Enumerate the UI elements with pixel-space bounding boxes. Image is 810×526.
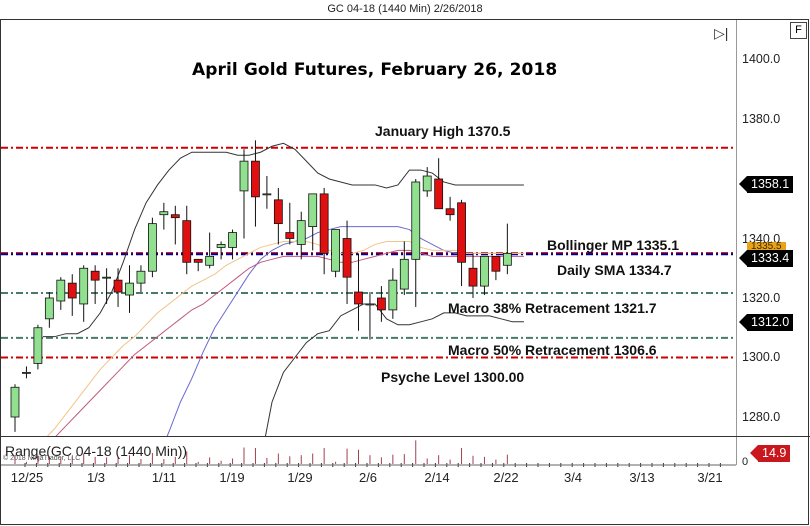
y-tick-1400: 1400.0: [742, 52, 781, 66]
candle-body: [33, 327, 43, 364]
annotation-daily-sma: Daily SMA 1334.7: [557, 262, 672, 278]
range-value-tag: 14.9: [749, 445, 791, 462]
chart-frame: [0, 19, 809, 525]
candle-body: [10, 386, 20, 418]
annotation-macro-38: Macro 38% Retracement 1321.7: [448, 300, 657, 316]
candle-body: [422, 175, 432, 192]
copyright: © 2018 NinjaTrader, LLC: [3, 455, 81, 462]
candle-body: [388, 279, 398, 311]
chart-title: April Gold Futures, February 26, 2018: [192, 60, 558, 80]
annotation-bollinger-mp: Bollinger MP 1335.1: [547, 237, 680, 253]
x-tick: 12/25: [10, 470, 44, 485]
candle-body: [502, 252, 512, 266]
candle-body: [147, 223, 157, 272]
candle-body: [480, 255, 489, 287]
candle-body: [262, 193, 272, 196]
x-tick: 2/14: [424, 470, 450, 485]
x-tick: 1/11: [151, 470, 177, 485]
y-tick-1380: 1380.0: [742, 112, 781, 126]
x-tick: 3/13: [629, 470, 655, 485]
candle-body: [273, 199, 283, 225]
bollinger-upper-line: [43, 142, 524, 338]
candle-body: [44, 297, 54, 320]
candle-body: [102, 276, 111, 279]
annotation-macro-50: Macro 50% Retracement 1306.6: [448, 342, 657, 358]
candle-body: [434, 178, 444, 210]
y-tick-1300: 1300.0: [742, 350, 781, 364]
price-axis[interactable]: [736, 20, 737, 465]
candle-body: [193, 258, 203, 263]
candle-body: [239, 160, 249, 192]
x-tick: 1/3: [86, 470, 106, 485]
range-indicator-label: Range(GC 04-18 (1440 Min)): [5, 443, 188, 459]
candle-body: [445, 208, 455, 216]
plot-area: [1, 140, 736, 436]
annotation-psyche-level: Psyche Level 1300.00: [381, 369, 525, 385]
candle-body: [56, 279, 66, 302]
candle-body: [67, 282, 77, 299]
annotation-january-high: January High 1370.5: [375, 123, 511, 139]
candle-body: [22, 371, 31, 374]
candle-body: [136, 270, 146, 284]
x-tick: 1/29: [287, 470, 313, 485]
candle-body: [308, 193, 318, 227]
ema-slow-line: [55, 249, 524, 436]
x-tick: 2/22: [493, 470, 519, 485]
candle-body: [491, 255, 501, 272]
x-tick: 2/6: [358, 470, 378, 485]
candle-body: [216, 244, 226, 248]
candle-body: [113, 279, 123, 293]
candle-body: [331, 229, 341, 272]
candle-body: [399, 258, 409, 290]
scroll-to-end-icon[interactable]: ▷|: [714, 25, 729, 41]
x-tick: 1/19: [219, 470, 245, 485]
bollinger-upper-tag: 1358.1: [738, 176, 794, 193]
ema-fast-line: [46, 240, 524, 436]
candle-body: [182, 220, 192, 263]
range-zero-tick: 0: [742, 456, 749, 468]
bollinger-lower-tag: 1312.0: [738, 314, 794, 331]
candle-body: [376, 297, 386, 311]
sma-line: [166, 226, 524, 436]
candle-body: [296, 220, 306, 245]
candle-body: [468, 267, 478, 287]
candle-body: [205, 255, 215, 266]
candle-body: [342, 238, 352, 278]
x-tick: 3/4: [563, 470, 583, 485]
candle-body: [79, 267, 89, 305]
candle-body: [285, 232, 295, 239]
candle-body: [159, 211, 169, 216]
bollinger-lower-line: [264, 303, 524, 436]
candle-body: [170, 214, 180, 219]
candle-body: [125, 282, 134, 296]
window-title: GC 04-18 (1440 Min) 2/26/2018: [327, 3, 483, 15]
candle-body: [90, 270, 100, 281]
candle-body: [457, 202, 466, 263]
f-button[interactable]: F: [790, 22, 807, 39]
candle-body: [319, 193, 329, 254]
candle-body: [251, 160, 260, 198]
x-tick: 3/21: [697, 470, 723, 485]
last-price-tag: 1333.4: [738, 250, 794, 267]
candle-body: [365, 303, 375, 306]
candle-body: [354, 291, 363, 305]
y-tick-1280: 1280.0: [742, 410, 781, 424]
candle-body: [228, 232, 237, 248]
candle-body: [411, 181, 421, 260]
sma-tag: 1335.5: [747, 242, 786, 252]
panel-divider[interactable]: [0, 436, 810, 437]
y-tick-1320: 1320.0: [742, 291, 781, 305]
